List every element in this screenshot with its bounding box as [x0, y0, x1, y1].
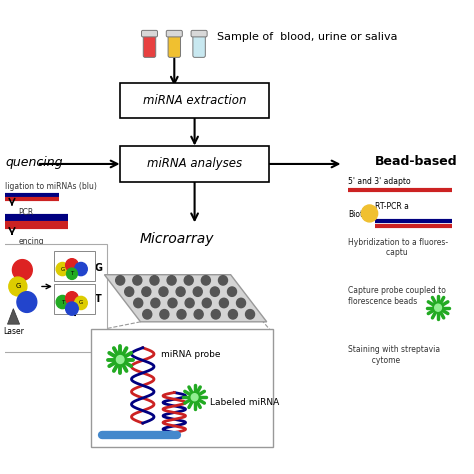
Text: miRNA extraction: miRNA extraction [143, 94, 246, 107]
FancyBboxPatch shape [120, 146, 269, 182]
Circle shape [185, 298, 194, 308]
Circle shape [168, 298, 177, 308]
Polygon shape [8, 309, 19, 324]
Text: 5' and 3' adapto: 5' and 3' adapto [348, 177, 410, 186]
Circle shape [219, 298, 228, 308]
Circle shape [210, 287, 219, 296]
Text: T: T [70, 271, 73, 276]
Circle shape [219, 276, 228, 285]
Polygon shape [104, 275, 267, 322]
FancyBboxPatch shape [55, 251, 95, 281]
Text: ligation to miRNAs (blu): ligation to miRNAs (blu) [5, 182, 97, 191]
FancyBboxPatch shape [55, 283, 95, 314]
Circle shape [143, 310, 152, 319]
Circle shape [246, 310, 255, 319]
Circle shape [65, 259, 78, 272]
Text: Laser: Laser [3, 328, 24, 337]
FancyBboxPatch shape [143, 33, 156, 57]
Circle shape [202, 298, 211, 308]
Circle shape [361, 205, 378, 222]
Circle shape [56, 263, 69, 276]
Text: G: G [79, 301, 83, 305]
FancyBboxPatch shape [120, 82, 269, 118]
Circle shape [193, 287, 202, 296]
Circle shape [194, 310, 203, 319]
Circle shape [184, 276, 193, 285]
Circle shape [65, 292, 78, 305]
FancyBboxPatch shape [3, 244, 107, 353]
FancyBboxPatch shape [168, 33, 181, 57]
Circle shape [12, 260, 32, 280]
Text: Microarray: Microarray [139, 232, 214, 246]
Circle shape [167, 276, 176, 285]
Text: G: G [60, 266, 64, 272]
FancyBboxPatch shape [141, 30, 157, 37]
FancyBboxPatch shape [91, 329, 273, 447]
Text: miRNA probe: miRNA probe [161, 350, 220, 359]
Text: Staining with streptavia
          cytome: Staining with streptavia cytome [348, 345, 440, 365]
Circle shape [433, 302, 443, 313]
Text: Bead-based: Bead-based [375, 155, 457, 168]
Text: Sample of  blood, urine or saliva: Sample of blood, urine or saliva [217, 32, 398, 42]
Circle shape [134, 298, 143, 308]
Text: Capture probe coupled to
florescence beads: Capture probe coupled to florescence bea… [348, 286, 446, 306]
Circle shape [228, 310, 237, 319]
Circle shape [66, 268, 77, 279]
Circle shape [159, 287, 168, 296]
Circle shape [201, 276, 210, 285]
Circle shape [65, 302, 78, 315]
Circle shape [142, 287, 151, 296]
FancyBboxPatch shape [193, 33, 205, 57]
Text: RT-PCR a: RT-PCR a [375, 202, 409, 211]
Circle shape [116, 276, 125, 285]
Circle shape [228, 287, 237, 296]
Circle shape [151, 298, 160, 308]
FancyBboxPatch shape [166, 30, 182, 37]
Circle shape [56, 295, 69, 309]
Circle shape [74, 296, 87, 310]
Circle shape [9, 277, 27, 296]
Text: miRNA analyses: miRNA analyses [147, 157, 242, 171]
Circle shape [176, 287, 185, 296]
Text: quencing: quencing [5, 156, 63, 169]
Text: G: G [94, 263, 102, 273]
Circle shape [74, 263, 87, 276]
Circle shape [150, 276, 159, 285]
Circle shape [115, 354, 126, 365]
Circle shape [125, 287, 134, 296]
Circle shape [191, 394, 198, 401]
Text: PCR: PCR [19, 208, 34, 217]
Text: G: G [15, 283, 20, 290]
Circle shape [160, 310, 169, 319]
Text: T: T [61, 300, 64, 304]
Circle shape [177, 310, 186, 319]
Text: Hybridization to a fluores-
                captu: Hybridization to a fluores- captu [348, 237, 448, 257]
Text: encing: encing [19, 237, 45, 246]
Circle shape [17, 292, 37, 312]
FancyBboxPatch shape [191, 30, 207, 37]
Circle shape [133, 276, 142, 285]
Circle shape [190, 392, 200, 402]
Circle shape [435, 304, 441, 311]
Circle shape [117, 356, 124, 364]
Text: Labeled miRNA: Labeled miRNA [210, 398, 280, 407]
Text: T: T [94, 294, 101, 304]
Text: Biotin: Biotin [348, 210, 370, 219]
Circle shape [237, 298, 246, 308]
Circle shape [211, 310, 220, 319]
